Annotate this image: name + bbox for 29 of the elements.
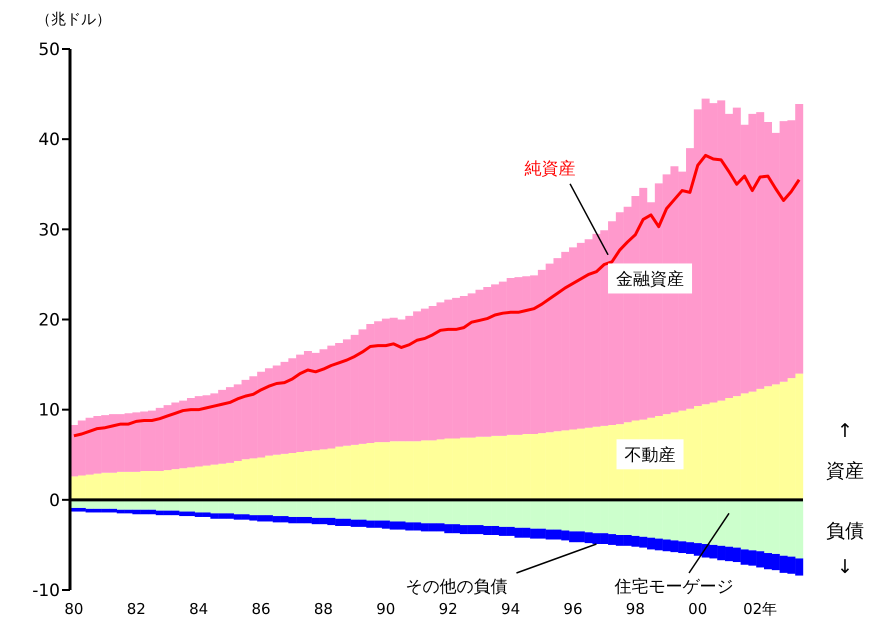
text: その他の負債 <box>405 577 508 597</box>
x-tick-label: 80 <box>64 600 84 618</box>
text: 純資産 <box>524 158 576 179</box>
x-tick-label: 00 <box>688 600 708 618</box>
y-tick-label: -10 <box>32 581 60 602</box>
x-tick-label: 88 <box>314 600 333 618</box>
text: ↑ <box>836 420 854 442</box>
x-tick-label: 90 <box>376 600 396 618</box>
y-tick-label: 0 <box>49 490 60 511</box>
y-tick-label: 30 <box>38 220 60 240</box>
y-axis-title: （兆ドル） <box>36 10 111 29</box>
text: ↓ <box>836 556 854 578</box>
x-tick-label: 02年 <box>743 600 778 618</box>
x-tick-label: 86 <box>252 600 271 618</box>
x-tick-label: 96 <box>563 600 583 618</box>
text: 資産 <box>825 458 865 484</box>
series-label: 住宅モーゲージ <box>614 577 734 597</box>
y-tick-label: 40 <box>38 130 60 150</box>
x-tick-label: 82 <box>126 600 146 618</box>
y-tick-label: 10 <box>38 400 60 421</box>
x-tick-label: 84 <box>189 600 208 618</box>
text: 負債 <box>825 518 865 544</box>
x-tick-label: 92 <box>438 600 458 618</box>
x-tick-label: 98 <box>626 600 645 618</box>
y-tick-label: 20 <box>38 310 60 331</box>
x-tick-label: 94 <box>501 600 520 618</box>
series-label: 金融資産 <box>616 269 684 290</box>
series-label: 不動産 <box>624 445 676 466</box>
y-tick-label: 50 <box>38 40 60 60</box>
